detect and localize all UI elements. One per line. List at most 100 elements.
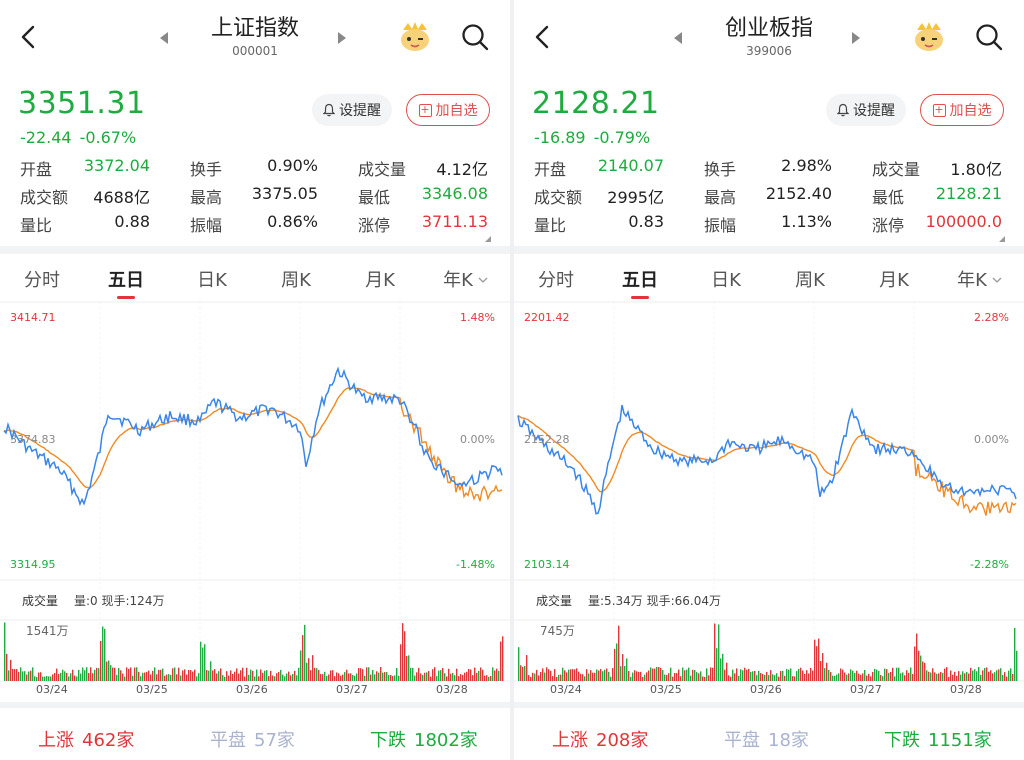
- flat-label: 平盘: [724, 730, 760, 751]
- stat-label: 成交额: [534, 188, 583, 207]
- next-stock-icon[interactable]: [338, 32, 346, 44]
- header: 创业板指 399006: [514, 0, 1024, 72]
- set-alert-label: 设提醒: [853, 103, 895, 119]
- stat-label: 振幅: [704, 216, 737, 235]
- stat-amount: 2995亿: [607, 188, 664, 207]
- bell-icon: [323, 103, 335, 117]
- add-watchlist-button[interactable]: + 加自选: [920, 94, 1004, 126]
- volume-info: 量:5.34万 现手:66.04万: [588, 594, 721, 608]
- tab-monthly-k[interactable]: 月K: [879, 270, 909, 291]
- pct-mid-label: 0.00%: [460, 433, 495, 446]
- stat-label: 最低: [872, 188, 905, 207]
- stats-grid: 开盘 2140.07 换手 2.98% 成交量 1.80亿 成交额 2995亿 …: [534, 156, 1006, 240]
- date-label: 03/28: [950, 683, 982, 696]
- y-axis-mid-label: 2152.28: [524, 433, 570, 446]
- stat-label: 涨停: [872, 216, 905, 235]
- last-price: 2128.21: [532, 86, 660, 121]
- bell-icon: [837, 103, 849, 117]
- next-stock-icon[interactable]: [852, 32, 860, 44]
- stat-turnover: 0.90%: [267, 156, 318, 175]
- stat-label: 量比: [534, 216, 567, 235]
- volume-max-label: 1541万: [26, 624, 69, 638]
- stat-amplitude: 0.86%: [267, 212, 318, 231]
- stats-row: 开盘 2140.07 换手 2.98% 成交量 1.80亿: [534, 156, 1006, 184]
- stats-row: 成交额 2995亿 最高 2152.40 最低 2128.21: [534, 184, 1006, 212]
- tab-yearly-k[interactable]: 年K: [957, 270, 987, 291]
- y-axis-bottom-label: 3314.95: [10, 558, 56, 571]
- date-label: 03/24: [550, 683, 582, 696]
- set-alert-button[interactable]: 设提醒: [312, 94, 392, 126]
- tab-intraday[interactable]: 分时: [24, 270, 60, 291]
- search-icon[interactable]: [460, 22, 490, 52]
- rising-value: 208家: [596, 730, 649, 751]
- stat-label: 开盘: [534, 160, 567, 179]
- prev-stock-icon[interactable]: [160, 32, 168, 44]
- stat-volume-ratio: 0.83: [628, 212, 664, 231]
- falling-count: 下跌 1802家: [370, 726, 478, 752]
- pct-top-label: 2.28%: [974, 311, 1009, 324]
- stat-volume-ratio: 0.88: [114, 212, 150, 231]
- five-day-chart[interactable]: 3414.71 3374.83 3314.95 1.48% 0.00% -1.4…: [0, 300, 510, 704]
- chart-canvas[interactable]: [0, 300, 510, 700]
- stat-label: 最低: [358, 188, 391, 207]
- back-arrow-icon[interactable]: [530, 24, 556, 50]
- stat-label: 最高: [704, 188, 737, 207]
- plus-icon: +: [932, 102, 946, 117]
- y-axis-bottom-label: 2103.14: [524, 558, 570, 571]
- stat-open: 3372.04: [83, 156, 150, 175]
- falling-label: 下跌: [370, 730, 406, 751]
- add-watchlist-button[interactable]: + 加自选: [406, 94, 490, 126]
- change-percent: -0.79%: [593, 128, 651, 147]
- back-arrow-icon[interactable]: [16, 24, 42, 50]
- stock-code: 399006: [746, 44, 792, 58]
- stock-name: 创业板指: [724, 16, 813, 41]
- flat-count: 平盘 18家: [724, 726, 809, 752]
- stock-code: 000001: [232, 44, 278, 58]
- stat-label: 振幅: [190, 216, 223, 235]
- date-label: 03/26: [236, 683, 268, 696]
- last-price: 3351.31: [18, 86, 146, 121]
- date-label: 03/24: [36, 683, 68, 696]
- mascot-icon[interactable]: [398, 20, 432, 54]
- period-tabs: 分时 五日 日K 周K 月K 年K: [0, 254, 510, 300]
- flat-count: 平盘 57家: [210, 726, 295, 752]
- stat-volume: 1.80亿: [950, 160, 1002, 179]
- tab-yearly-k[interactable]: 年K: [443, 270, 473, 291]
- rising-count: 上涨 208家: [552, 726, 648, 752]
- chevron-down-icon[interactable]: [478, 276, 488, 284]
- prev-stock-icon[interactable]: [674, 32, 682, 44]
- tab-five-day[interactable]: 五日: [108, 270, 144, 291]
- tab-five-day[interactable]: 五日: [622, 270, 658, 291]
- tab-monthly-k[interactable]: 月K: [365, 270, 395, 291]
- plus-icon: +: [418, 102, 432, 117]
- stat-limit-up: 3711.13: [421, 212, 488, 231]
- mascot-icon[interactable]: [912, 20, 946, 54]
- set-alert-label: 设提醒: [339, 103, 381, 119]
- tab-weekly-k[interactable]: 周K: [795, 270, 825, 291]
- five-day-chart[interactable]: 2201.42 2152.28 2103.14 2.28% 0.00% -2.2…: [514, 300, 1024, 704]
- stats-row: 开盘 3372.04 换手 0.90% 成交量 4.12亿: [20, 156, 492, 184]
- tab-weekly-k[interactable]: 周K: [281, 270, 311, 291]
- expand-corner-icon[interactable]: [485, 236, 491, 242]
- set-alert-button[interactable]: 设提醒: [826, 94, 906, 126]
- stat-amount: 4688亿: [93, 188, 150, 207]
- divider: [0, 246, 510, 254]
- stat-label: 开盘: [20, 160, 53, 179]
- date-label: 03/25: [650, 683, 682, 696]
- rising-label: 上涨: [552, 730, 588, 751]
- pct-bottom-label: -1.48%: [456, 558, 495, 571]
- tab-daily-k[interactable]: 日K: [197, 270, 227, 291]
- stat-label: 换手: [704, 160, 737, 179]
- rising-label: 上涨: [38, 730, 74, 751]
- tab-intraday[interactable]: 分时: [538, 270, 574, 291]
- volume-max-label: 745万: [540, 624, 575, 638]
- date-label: 03/26: [750, 683, 782, 696]
- chart-canvas[interactable]: [514, 300, 1024, 700]
- chevron-down-icon[interactable]: [992, 276, 1002, 284]
- change-value: -22.44: [20, 128, 72, 147]
- search-icon[interactable]: [974, 22, 1004, 52]
- expand-corner-icon[interactable]: [999, 236, 1005, 242]
- flat-value: 57家: [254, 730, 295, 751]
- tab-daily-k[interactable]: 日K: [711, 270, 741, 291]
- date-label: 03/27: [336, 683, 368, 696]
